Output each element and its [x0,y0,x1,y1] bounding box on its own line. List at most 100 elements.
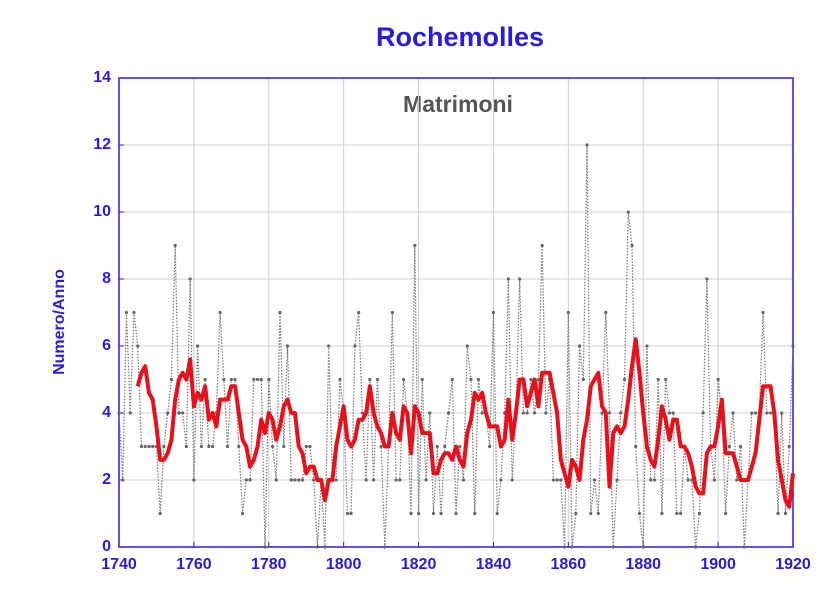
data-point [780,411,784,415]
data-point [420,377,424,382]
data-point [375,377,379,382]
data-point [679,511,683,516]
data-point [518,277,522,281]
data-point [439,511,443,516]
data-point [499,478,503,482]
data-point [139,444,144,449]
data-point [738,444,743,449]
data-point [353,344,357,348]
data-point [686,478,690,482]
data-point [791,344,795,348]
data-point [574,511,578,516]
data-point [540,243,544,248]
data-point [716,377,720,382]
data-point [604,310,608,315]
data-point [270,444,275,449]
data-point [465,344,469,348]
data-point [787,444,791,449]
data-point [289,478,293,482]
data-point [211,444,215,449]
data-point [611,545,615,549]
data-point [634,444,638,449]
x-tick-label: 1800 [326,556,362,573]
data-point [162,444,166,449]
x-tick-label: 1920 [775,556,811,573]
data-point [506,277,511,281]
data-point [454,511,458,516]
data-point [701,411,705,415]
data-point [297,478,301,482]
data-point [394,478,398,482]
data-point [592,478,597,482]
x-tick-label: 1860 [551,556,587,573]
data-point [409,511,413,516]
data-point [694,545,698,549]
data-point [267,377,271,382]
y-tick-label: 10 [93,203,111,220]
data-point [349,511,353,516]
data-point [401,377,406,382]
data-point [413,243,417,248]
data-point [173,243,177,248]
x-tick-label: 1840 [476,556,512,573]
data-point [312,478,316,482]
data-point [285,344,290,348]
data-point [237,444,241,449]
data-point [525,411,529,415]
data-point [259,377,263,382]
data-point [660,511,664,516]
data-point [731,411,735,415]
data-point [383,545,387,549]
data-point [390,310,394,315]
data-point [480,411,484,415]
data-point [544,411,548,415]
data-point [615,478,619,482]
data-point [551,478,555,482]
data-point [252,377,256,382]
data-point [495,511,499,516]
y-tick-label: 14 [93,69,111,86]
data-point [461,478,466,482]
data-point [622,377,627,382]
data-point [248,478,252,482]
data-point [151,444,155,449]
data-point [641,545,645,549]
data-point [577,344,582,348]
data-point [435,444,439,449]
y-axis-label: Numero/Anno [51,269,68,375]
data-point [379,444,383,449]
data-point [222,377,226,382]
data-point [334,478,338,482]
data-point [398,478,402,482]
y-tick-label: 8 [102,270,111,287]
data-point [416,511,421,516]
data-point [768,411,773,415]
data-point [229,377,233,382]
data-point [240,511,245,516]
data-point [607,411,612,415]
x-tick-label: 1820 [401,556,437,573]
data-point [203,377,207,382]
data-point [225,444,230,449]
data-point [304,444,308,449]
data-point [428,411,432,415]
data-point [570,545,574,549]
data-point [727,444,731,449]
data-point [765,411,769,415]
data-point [177,411,181,415]
x-tick-label: 1900 [700,556,736,573]
data-point [431,511,436,516]
data-point [585,143,589,147]
data-point [327,344,331,348]
data-point [446,411,451,415]
data-point [458,444,462,449]
data-point [637,511,642,516]
data-point [675,511,679,516]
data-point [128,411,132,415]
data-point [169,377,174,382]
data-point [181,411,185,415]
data-point [566,310,570,315]
data-point [536,377,540,382]
data-point [166,411,170,415]
